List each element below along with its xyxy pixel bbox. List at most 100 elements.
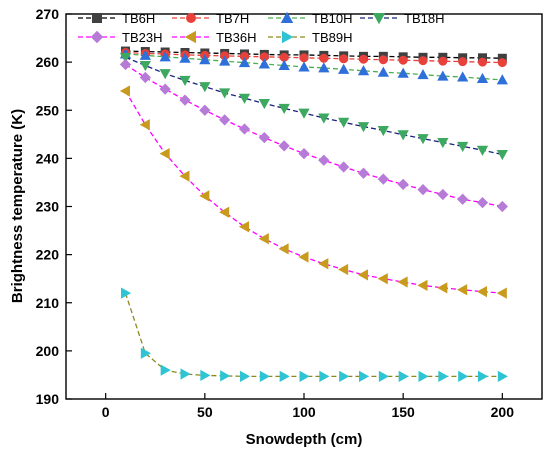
data-point bbox=[378, 370, 389, 383]
data-point bbox=[338, 263, 349, 276]
data-point bbox=[119, 52, 132, 63]
y-tick-label: 240 bbox=[36, 150, 60, 166]
data-point bbox=[318, 62, 330, 73]
data-point bbox=[259, 52, 269, 62]
data-point bbox=[298, 61, 310, 72]
data-point bbox=[238, 123, 251, 135]
data-point bbox=[159, 51, 171, 62]
data-point bbox=[319, 53, 329, 63]
y-tick-label: 210 bbox=[36, 295, 60, 311]
y-tick-label: 200 bbox=[36, 343, 60, 359]
data-point bbox=[121, 287, 132, 299]
data-point bbox=[119, 58, 132, 71]
legend: TB6H TB7H TB10H TB18H TB23H TB36H TB89H bbox=[78, 11, 444, 45]
data-point bbox=[219, 55, 231, 66]
data-point bbox=[417, 69, 429, 80]
data-point bbox=[258, 58, 270, 69]
legend-item: TB7H bbox=[172, 11, 249, 26]
data-point bbox=[398, 55, 408, 65]
series-TB36H bbox=[119, 85, 507, 299]
data-point bbox=[357, 122, 370, 133]
data-point bbox=[140, 347, 151, 359]
data-point bbox=[298, 147, 310, 160]
data-point bbox=[199, 104, 211, 116]
x-tick-label: 50 bbox=[197, 404, 213, 420]
data-point bbox=[496, 74, 508, 85]
data-point bbox=[458, 370, 469, 383]
data-point bbox=[199, 190, 210, 202]
legend-marker bbox=[184, 30, 196, 44]
data-point bbox=[377, 125, 389, 137]
legend-label: TB6H bbox=[122, 11, 155, 26]
data-point bbox=[318, 113, 330, 124]
data-point bbox=[319, 370, 330, 383]
legend-item: TB89H bbox=[268, 30, 352, 45]
legend-label: TB18H bbox=[404, 11, 444, 26]
data-point bbox=[159, 69, 171, 80]
legend-label: TB36H bbox=[216, 30, 256, 45]
axis-ticks: 0 50 100 150 200 190 200 210 220 230 240 250 260 270 bbox=[36, 6, 515, 420]
legend-label: TB89H bbox=[312, 30, 352, 45]
data-point bbox=[359, 54, 368, 64]
data-point bbox=[437, 137, 449, 149]
series-TB18H bbox=[119, 52, 508, 161]
data-point bbox=[240, 370, 251, 383]
x-tick-label: 0 bbox=[102, 404, 110, 420]
data-point bbox=[278, 103, 290, 114]
data-point bbox=[299, 370, 310, 383]
x-tick-label: 150 bbox=[391, 404, 415, 420]
data-point bbox=[417, 184, 429, 196]
data-point bbox=[457, 141, 469, 152]
data-point bbox=[279, 370, 290, 383]
series-line bbox=[125, 53, 503, 81]
data-point bbox=[457, 284, 468, 296]
data-point bbox=[378, 55, 388, 65]
y-tick-label: 230 bbox=[36, 199, 60, 215]
data-point bbox=[418, 56, 428, 66]
data-point bbox=[219, 114, 231, 126]
data-point bbox=[278, 59, 290, 70]
series-TB6H bbox=[121, 46, 507, 63]
data-point bbox=[160, 364, 171, 376]
data-point bbox=[357, 65, 370, 76]
data-point bbox=[496, 150, 508, 161]
data-point bbox=[437, 282, 448, 294]
y-axis-title: Brightness temperature (K) bbox=[9, 109, 26, 303]
data-point bbox=[397, 178, 409, 190]
data-point bbox=[258, 99, 270, 110]
legend-item: TB23H bbox=[78, 30, 162, 45]
legend-marker bbox=[372, 13, 386, 25]
series-line bbox=[124, 292, 503, 378]
data-point bbox=[238, 93, 251, 104]
data-point bbox=[338, 161, 350, 173]
data-point bbox=[377, 66, 389, 77]
data-point bbox=[397, 67, 409, 78]
data-point bbox=[397, 276, 408, 288]
data-point bbox=[497, 58, 507, 68]
data-point bbox=[437, 70, 449, 81]
data-point bbox=[417, 279, 428, 292]
data-point bbox=[200, 369, 211, 382]
data-point bbox=[437, 188, 449, 201]
data-point bbox=[476, 72, 489, 83]
legend-marker bbox=[90, 30, 104, 44]
y-tick-label: 270 bbox=[36, 6, 60, 22]
data-point bbox=[318, 154, 330, 166]
data-point bbox=[298, 251, 309, 263]
data-point bbox=[298, 108, 310, 119]
data-point bbox=[417, 134, 429, 145]
y-tick-label: 190 bbox=[36, 391, 60, 407]
data-point bbox=[438, 370, 449, 383]
data-point bbox=[457, 193, 469, 205]
legend-item: TB36H bbox=[172, 30, 256, 45]
data-point bbox=[278, 140, 290, 152]
data-point bbox=[219, 88, 231, 99]
legend-marker bbox=[186, 13, 196, 23]
legend-marker bbox=[92, 13, 102, 23]
legend-label: TB10H bbox=[312, 11, 352, 26]
data-point bbox=[338, 117, 350, 128]
data-point bbox=[119, 85, 130, 97]
data-point bbox=[219, 206, 230, 218]
legend-item: TB18H bbox=[360, 11, 444, 26]
data-point bbox=[339, 370, 350, 383]
